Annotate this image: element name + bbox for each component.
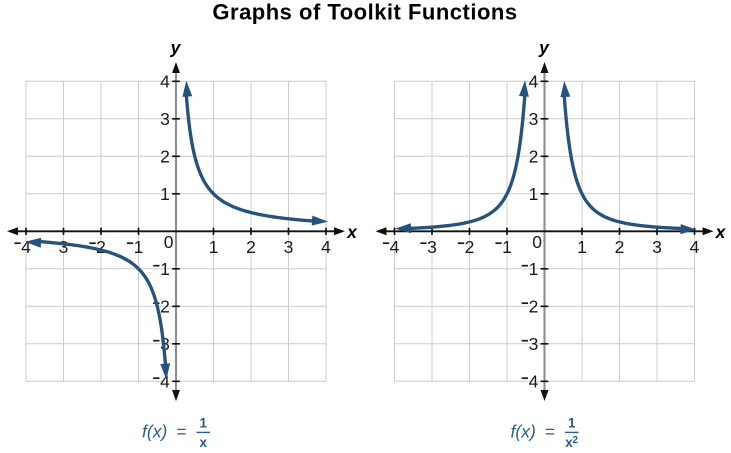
svg-text:2: 2 — [529, 297, 539, 317]
svg-text:1: 1 — [160, 184, 170, 204]
svg-text:3: 3 — [160, 109, 170, 129]
svg-text:1: 1 — [529, 259, 539, 279]
svg-text:3: 3 — [529, 334, 539, 354]
svg-text:2: 2 — [160, 147, 170, 167]
svg-text:1: 1 — [209, 237, 219, 257]
svg-text:f(x): f(x) — [511, 422, 536, 442]
svg-text:x: x — [715, 222, 727, 242]
svg-text:4: 4 — [160, 372, 170, 392]
svg-text:1: 1 — [568, 416, 576, 431]
svg-text:f(x): f(x) — [142, 422, 167, 442]
svg-text:3: 3 — [284, 237, 294, 257]
svg-text:2: 2 — [246, 237, 256, 257]
svg-text:2: 2 — [465, 237, 475, 257]
svg-text:Graphs of Toolkit Functions: Graphs of Toolkit Functions — [212, 0, 517, 25]
svg-text:1: 1 — [160, 259, 170, 279]
svg-text:1: 1 — [577, 237, 587, 257]
svg-text:1: 1 — [529, 184, 539, 204]
svg-text:2: 2 — [96, 237, 106, 257]
svg-text:y: y — [538, 38, 550, 58]
svg-text:2: 2 — [572, 435, 578, 446]
svg-text:4: 4 — [390, 237, 400, 257]
svg-text:1: 1 — [502, 237, 512, 257]
svg-text:3: 3 — [59, 237, 69, 257]
svg-text:=: = — [176, 422, 186, 442]
svg-text:4: 4 — [160, 72, 170, 92]
svg-text:y: y — [170, 38, 182, 58]
svg-text:4: 4 — [529, 72, 539, 92]
svg-text:4: 4 — [21, 237, 31, 257]
svg-text:1: 1 — [200, 416, 208, 431]
svg-text:3: 3 — [652, 237, 662, 257]
svg-text:3: 3 — [529, 109, 539, 129]
svg-text:2: 2 — [615, 237, 625, 257]
svg-text:2: 2 — [529, 147, 539, 167]
svg-text:0: 0 — [164, 232, 174, 252]
svg-text:3: 3 — [427, 237, 437, 257]
svg-text:x: x — [346, 222, 358, 242]
svg-text:2: 2 — [160, 297, 170, 317]
svg-text:1: 1 — [134, 237, 144, 257]
svg-text:4: 4 — [690, 237, 700, 257]
svg-text:4: 4 — [529, 372, 539, 392]
svg-text:x: x — [565, 435, 573, 450]
svg-text:4: 4 — [321, 237, 331, 257]
svg-text:x: x — [200, 435, 208, 450]
svg-text:=: = — [545, 422, 555, 442]
svg-text:0: 0 — [532, 232, 542, 252]
